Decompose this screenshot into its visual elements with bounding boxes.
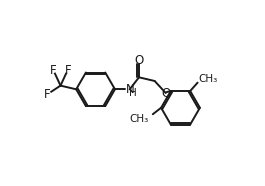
Text: CH₃: CH₃ <box>198 74 217 84</box>
Text: N: N <box>126 83 134 96</box>
Text: O: O <box>134 54 144 67</box>
Text: CH₃: CH₃ <box>130 114 149 124</box>
Text: H: H <box>129 88 136 98</box>
Text: F: F <box>44 88 51 101</box>
Text: F: F <box>65 64 71 77</box>
Text: F: F <box>50 64 56 77</box>
Text: O: O <box>161 87 171 100</box>
